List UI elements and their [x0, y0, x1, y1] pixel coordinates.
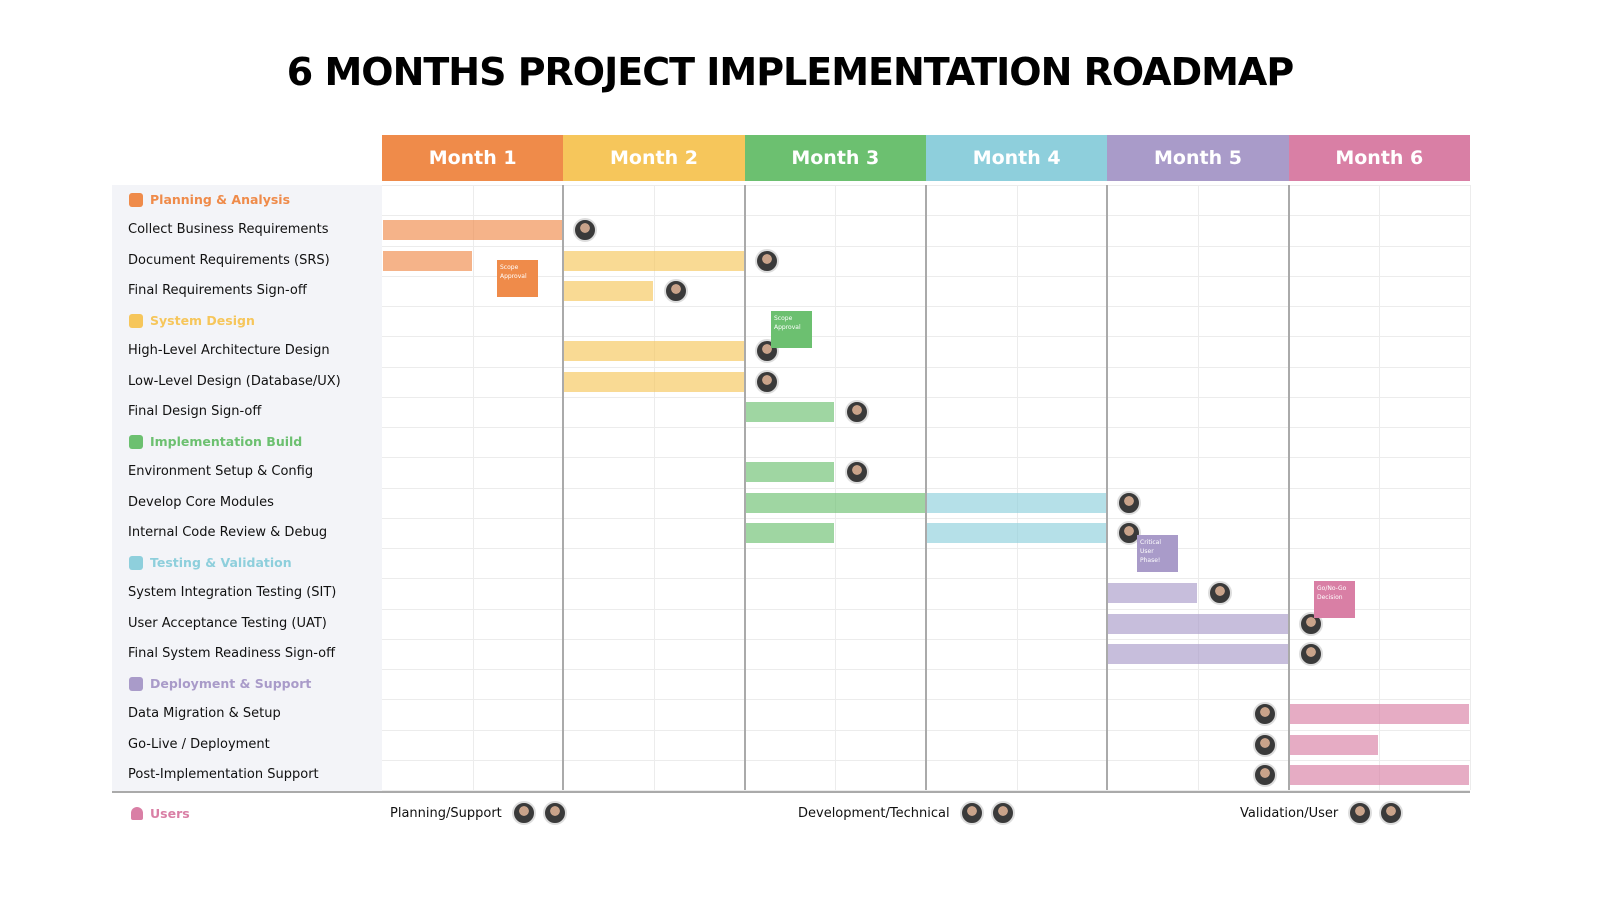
group-icon — [129, 193, 143, 208]
users-icon — [131, 807, 143, 820]
user-role: Development/Technical — [798, 806, 950, 821]
month-header: Month 1 — [382, 135, 564, 181]
half-line — [1379, 185, 1381, 790]
task-bar — [745, 492, 925, 513]
task-bar — [1289, 704, 1469, 725]
avatar — [573, 218, 598, 243]
avatar — [845, 399, 870, 424]
task-bar — [745, 522, 835, 543]
group-icon — [129, 556, 143, 571]
half-line — [1016, 185, 1018, 790]
user-role: Planning/Support — [390, 806, 502, 821]
task-bar — [564, 250, 744, 271]
group-label: Implementation Build — [150, 434, 303, 450]
task-bar — [1108, 643, 1288, 664]
task-bar — [383, 250, 472, 271]
task-label: Go-Live / Deployment — [128, 736, 270, 752]
avatar — [990, 801, 1015, 825]
task-label: System Integration Testing (SIT) — [128, 585, 337, 601]
group-label: Planning & Analysis — [150, 192, 291, 208]
milestone-note: Critical User Phase! — [1137, 535, 1178, 572]
half-line — [835, 185, 837, 790]
month-divider — [562, 185, 565, 790]
task-bar — [1108, 583, 1197, 604]
month-header: Month 3 — [744, 135, 926, 181]
task-label: Final System Readiness Sign-off — [128, 645, 336, 661]
avatar — [845, 460, 870, 485]
task-label: Internal Code Review & Debug — [128, 524, 328, 540]
task-bar — [1289, 734, 1379, 755]
avatar — [959, 801, 984, 825]
task-bar — [564, 371, 744, 392]
task-label: Environment Setup & Config — [128, 464, 314, 480]
task-label: User Acceptance Testing (UAT) — [128, 615, 327, 631]
milestone-note: Scope Approval — [771, 311, 812, 348]
avatar — [754, 369, 779, 394]
avatar — [1379, 801, 1404, 825]
group-label: System Design — [150, 313, 255, 329]
task-bar — [1108, 613, 1288, 634]
task-bar — [927, 522, 1107, 543]
half-line — [654, 185, 655, 790]
task-label: Document Requirements (SRS) — [128, 252, 330, 268]
title: 6 MONTHS PROJECT IMPLEMENTATION ROADMAP — [286, 50, 1294, 94]
task-bar — [383, 220, 563, 241]
task-label: Low-Level Design (Database/UX) — [128, 373, 341, 389]
month-divider — [925, 185, 927, 790]
avatar — [511, 801, 536, 825]
task-bar — [927, 492, 1107, 513]
month-divider — [743, 185, 746, 790]
avatar — [1348, 801, 1373, 825]
avatar — [1252, 732, 1277, 757]
row-line — [382, 790, 1470, 791]
month-header: Month 2 — [563, 135, 745, 181]
task-label: Post-Implementation Support — [128, 766, 319, 782]
task-label: Final Requirements Sign-off — [128, 282, 307, 298]
group-icon — [129, 314, 143, 329]
group-label: Deployment & Support — [150, 676, 312, 692]
avatar — [1208, 581, 1232, 606]
half-line — [1198, 185, 1199, 790]
avatar — [1117, 490, 1142, 515]
month-header: Month 4 — [926, 135, 1108, 181]
avatar — [1252, 762, 1277, 787]
avatar — [664, 278, 688, 303]
task-label: Develop Core Modules — [128, 494, 274, 510]
avatar — [1298, 641, 1323, 666]
task-label: Final Design Sign-off — [128, 403, 262, 419]
group-icon — [129, 435, 143, 450]
task-label: Collect Business Requirements — [128, 222, 329, 238]
month-header: Month 6 — [1288, 135, 1470, 181]
grid-edge — [1470, 185, 1471, 790]
avatar — [754, 248, 779, 273]
users-label: Users — [150, 806, 190, 821]
task-bar — [564, 341, 744, 362]
task-bar — [745, 401, 835, 422]
user-role: Validation/User — [1240, 806, 1339, 821]
group-icon — [129, 677, 143, 692]
left-panel — [112, 185, 382, 791]
task-label: Data Migration & Setup — [128, 706, 281, 722]
task-bar — [745, 462, 835, 483]
milestone-note: Go/No-Go Decision — [1314, 581, 1355, 618]
task-bar — [1289, 764, 1469, 785]
avatar — [1252, 702, 1277, 727]
month-divider — [1106, 185, 1109, 790]
half-line — [472, 185, 474, 790]
group-label: Testing & Validation — [150, 555, 292, 571]
task-label: High-Level Architecture Design — [128, 343, 330, 359]
month-header: Month 5 — [1107, 135, 1289, 181]
baseline — [112, 791, 1470, 793]
month-divider — [1287, 185, 1290, 790]
milestone-note: Scope Approval — [497, 260, 538, 297]
task-bar — [564, 280, 653, 301]
avatar — [542, 801, 567, 825]
